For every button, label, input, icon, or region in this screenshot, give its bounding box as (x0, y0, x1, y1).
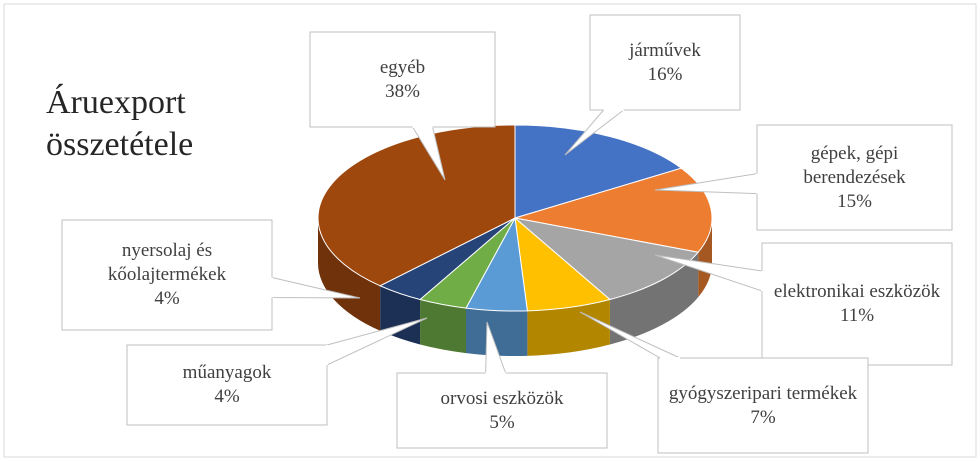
value-label: 11% (839, 305, 875, 326)
callout-box (309, 31, 496, 128)
callout-box (396, 372, 608, 449)
value-label: 7% (750, 406, 776, 428)
category-label: gépek, gépi berendezések (803, 142, 906, 188)
value-label: 16% (647, 63, 683, 85)
slice-side (466, 308, 528, 357)
callout-box (657, 357, 869, 454)
value-label: 4% (214, 386, 240, 407)
callout-box (756, 124, 953, 231)
data-label: gépek, gépi berendezések 15% (765, 125, 944, 230)
callout-box (589, 14, 741, 111)
value-label: 38% (385, 80, 420, 102)
category-label: műanyagok (182, 362, 272, 383)
callout-box (126, 344, 328, 426)
data-label: járművek 16% (598, 15, 732, 110)
slice-side (698, 218, 712, 298)
value-label: 5% (489, 411, 515, 433)
category-label: nyersolaj és kőolajtermékek (107, 240, 227, 285)
value-label: 4% (154, 288, 180, 309)
data-label: orvosi eszközök 5% (405, 373, 599, 448)
slice (514, 124, 683, 219)
value-label: 15% (837, 190, 872, 212)
callout-box (761, 242, 953, 366)
chart-title: Áruexport összetétele (46, 84, 194, 163)
slice-side (420, 299, 467, 354)
slice (317, 124, 516, 287)
category-label: egyéb (379, 56, 426, 78)
slice (513, 217, 700, 301)
slice-side (317, 218, 381, 331)
chart-frame (3, 3, 977, 458)
data-label: nyersolaj és kőolajtermékek 4% (70, 220, 264, 330)
data-label: egyéb 38% (318, 32, 487, 127)
category-label: orvosi eszközök (440, 387, 564, 409)
data-label: műanyagok 4% (135, 345, 319, 425)
category-label: járművek (629, 39, 701, 61)
slice-side (609, 252, 699, 345)
data-label: elektronikai eszközök 11% (770, 243, 944, 365)
category-label: elektronikai eszközök (773, 281, 941, 302)
slice-side (527, 299, 610, 356)
category-label: gyógyszeripari termékek (668, 382, 858, 404)
data-label: gyógyszeripari termékek 7% (666, 358, 860, 453)
callout-box (61, 219, 273, 331)
